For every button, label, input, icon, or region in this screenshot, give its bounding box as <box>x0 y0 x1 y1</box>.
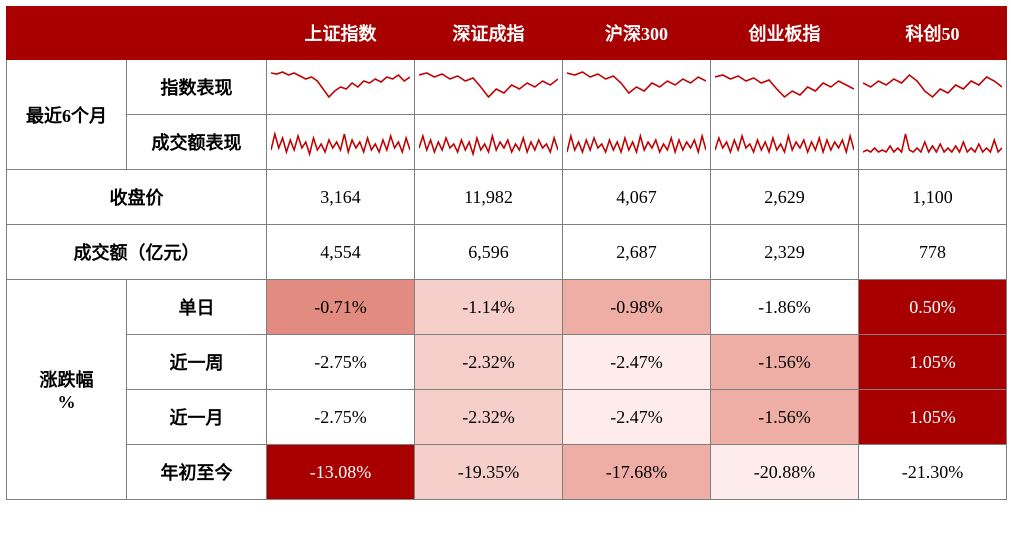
close-0: 3,164 <box>267 170 415 225</box>
row-close: 收盘价 3,164 11,982 4,067 2,629 1,100 <box>7 170 1007 225</box>
spark-vol-1 <box>415 115 563 170</box>
spark-vol-2 <box>563 115 711 170</box>
header-row: 上证指数 深证成指 沪深300 创业板指 科创50 <box>7 7 1007 60</box>
col-header-0: 上证指数 <box>267 7 415 60</box>
ytd-4: -21.30% <box>859 445 1007 500</box>
row-w1: 近一周 -2.75% -2.32% -2.47% -1.56% 1.05% <box>7 335 1007 390</box>
w1-3: -1.56% <box>711 335 859 390</box>
d1-3: -1.86% <box>711 280 859 335</box>
label-volume-perf: 成交额表现 <box>127 115 267 170</box>
spark-vol-0 <box>267 115 415 170</box>
w1-2: -2.47% <box>563 335 711 390</box>
volume-2: 2,687 <box>563 225 711 280</box>
close-4: 1,100 <box>859 170 1007 225</box>
ytd-2: -17.68% <box>563 445 711 500</box>
row-ytd: 年初至今 -13.08% -19.35% -17.68% -20.88% -21… <box>7 445 1007 500</box>
m1-1: -2.32% <box>415 390 563 445</box>
spark-index-3 <box>711 60 859 115</box>
volume-3: 2,329 <box>711 225 859 280</box>
spark-index-4 <box>859 60 1007 115</box>
m1-0: -2.75% <box>267 390 415 445</box>
volume-1: 6,596 <box>415 225 563 280</box>
col-header-1: 深证成指 <box>415 7 563 60</box>
m1-2: -2.47% <box>563 390 711 445</box>
close-2: 4,067 <box>563 170 711 225</box>
w1-1: -2.32% <box>415 335 563 390</box>
spark-vol-4 <box>859 115 1007 170</box>
w1-0: -2.75% <box>267 335 415 390</box>
row-volume-spark: 成交额表现 <box>7 115 1007 170</box>
m1-3: -1.56% <box>711 390 859 445</box>
market-summary-table: 上证指数 深证成指 沪深300 创业板指 科创50 最近6个月 指数表现 成交额… <box>6 6 1007 500</box>
col-header-3: 创业板指 <box>711 7 859 60</box>
label-volume: 成交额（亿元） <box>7 225 267 280</box>
d1-1: -1.14% <box>415 280 563 335</box>
volume-4: 778 <box>859 225 1007 280</box>
spark-vol-3 <box>711 115 859 170</box>
label-change: 涨跌幅 % <box>7 280 127 500</box>
d1-0: -0.71% <box>267 280 415 335</box>
volume-0: 4,554 <box>267 225 415 280</box>
label-ytd: 年初至今 <box>127 445 267 500</box>
label-m1: 近一月 <box>127 390 267 445</box>
ytd-0: -13.08% <box>267 445 415 500</box>
d1-4: 0.50% <box>859 280 1007 335</box>
label-d1: 单日 <box>127 280 267 335</box>
label-w1: 近一周 <box>127 335 267 390</box>
ytd-3: -20.88% <box>711 445 859 500</box>
close-1: 11,982 <box>415 170 563 225</box>
row-d1: 涨跌幅 % 单日 -0.71% -1.14% -0.98% -1.86% 0.5… <box>7 280 1007 335</box>
m1-4: 1.05% <box>859 390 1007 445</box>
col-header-4: 科创50 <box>859 7 1007 60</box>
row-volume: 成交额（亿元） 4,554 6,596 2,687 2,329 778 <box>7 225 1007 280</box>
row-index-spark: 最近6个月 指数表现 <box>7 60 1007 115</box>
w1-4: 1.05% <box>859 335 1007 390</box>
spark-index-0 <box>267 60 415 115</box>
label-index-perf: 指数表现 <box>127 60 267 115</box>
col-header-2: 沪深300 <box>563 7 711 60</box>
label-recent6m: 最近6个月 <box>7 60 127 170</box>
ytd-1: -19.35% <box>415 445 563 500</box>
close-3: 2,629 <box>711 170 859 225</box>
label-close: 收盘价 <box>7 170 267 225</box>
spark-index-2 <box>563 60 711 115</box>
row-m1: 近一月 -2.75% -2.32% -2.47% -1.56% 1.05% <box>7 390 1007 445</box>
spark-index-1 <box>415 60 563 115</box>
d1-2: -0.98% <box>563 280 711 335</box>
header-blank <box>7 7 267 60</box>
